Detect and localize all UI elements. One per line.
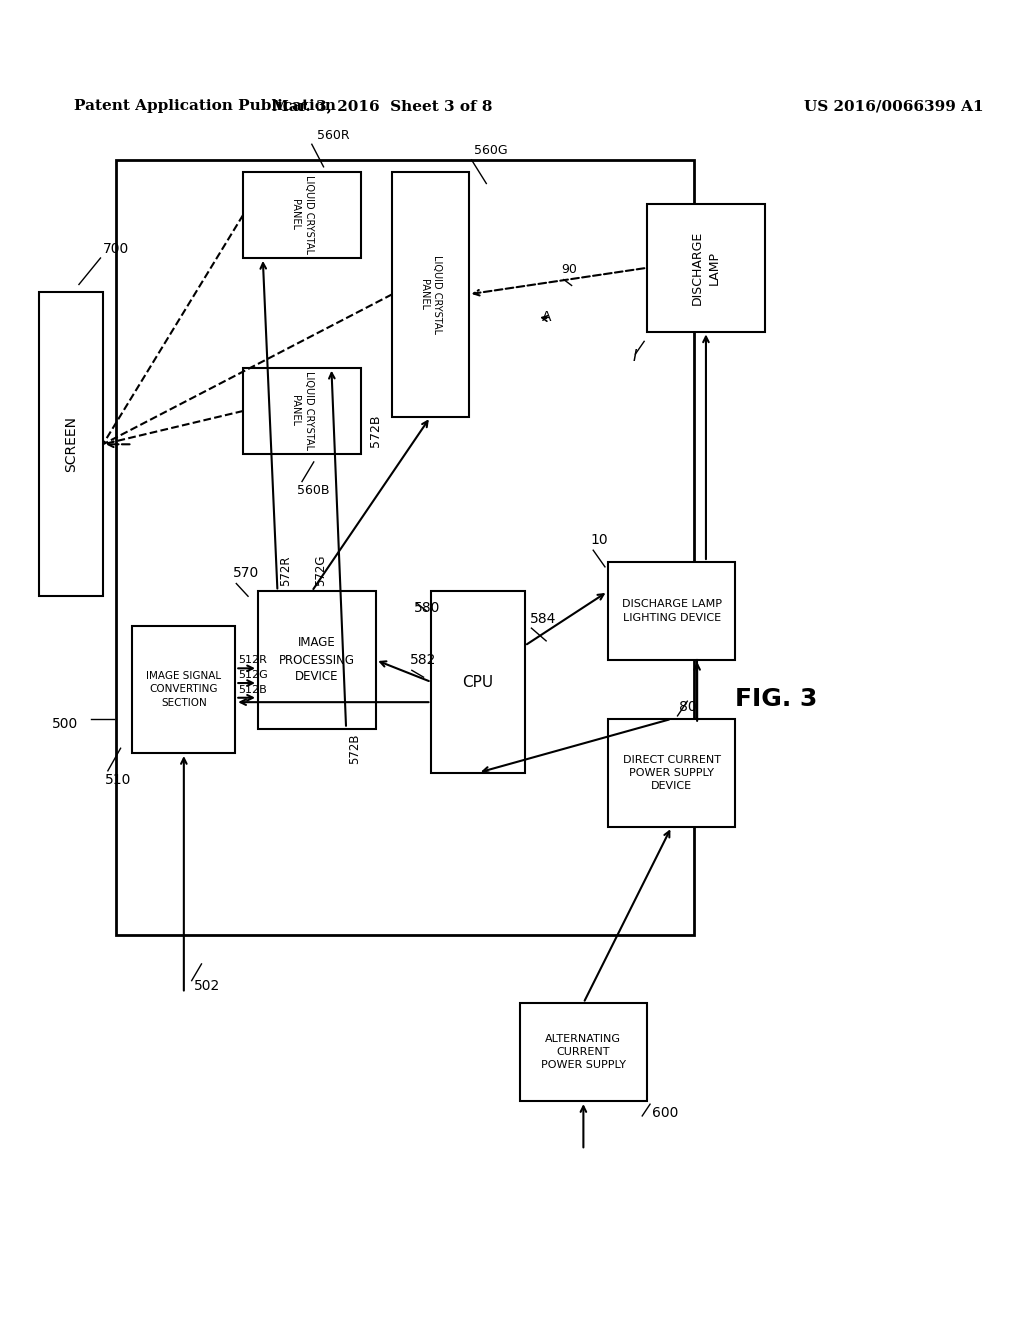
Text: 572G: 572G <box>313 554 327 586</box>
Text: SCREEN: SCREEN <box>65 416 78 473</box>
Text: A: A <box>542 310 552 323</box>
Text: US 2016/0066399 A1: US 2016/0066399 A1 <box>804 99 984 114</box>
Text: ALTERNATING
CURRENT
POWER SUPPLY: ALTERNATING CURRENT POWER SUPPLY <box>541 1034 626 1071</box>
Text: DIRECT CURRENT
POWER SUPPLY
DEVICE: DIRECT CURRENT POWER SUPPLY DEVICE <box>623 755 721 791</box>
Text: DISCHARGE
LAMP: DISCHARGE LAMP <box>691 231 721 305</box>
Text: 560B: 560B <box>297 483 330 496</box>
Bar <box>392 172 469 417</box>
Text: 582: 582 <box>410 653 436 668</box>
Bar <box>608 562 735 660</box>
Bar <box>243 172 360 257</box>
Text: LIQUID CRYSTAL
PANEL: LIQUID CRYSTAL PANEL <box>291 176 313 255</box>
Text: 570: 570 <box>233 565 260 579</box>
Text: 572B: 572B <box>348 734 361 764</box>
Bar <box>608 719 735 826</box>
Text: 572B: 572B <box>369 414 382 446</box>
Text: Patent Application Publication: Patent Application Publication <box>74 99 336 114</box>
Text: 512B: 512B <box>239 685 267 694</box>
Bar <box>243 368 360 454</box>
Text: 500: 500 <box>52 717 79 731</box>
Text: 600: 600 <box>652 1106 678 1121</box>
Text: 510: 510 <box>104 772 131 787</box>
Text: IMAGE SIGNAL
CONVERTING
SECTION: IMAGE SIGNAL CONVERTING SECTION <box>146 671 221 708</box>
Text: 584: 584 <box>529 612 556 626</box>
Text: IMAGE
PROCESSING
DEVICE: IMAGE PROCESSING DEVICE <box>279 636 354 684</box>
Text: 512R: 512R <box>239 656 267 665</box>
Bar <box>258 591 376 729</box>
Text: 560R: 560R <box>316 129 349 143</box>
Text: 10: 10 <box>590 533 608 548</box>
Text: 80: 80 <box>680 700 697 714</box>
Text: 502: 502 <box>194 978 220 993</box>
Text: LIQUID CRYSTAL
PANEL: LIQUID CRYSTAL PANEL <box>419 255 442 334</box>
Text: I: I <box>633 348 637 363</box>
Text: 560G: 560G <box>473 144 507 157</box>
Text: 572R: 572R <box>280 556 293 586</box>
Bar <box>647 205 765 331</box>
Text: LIQUID CRYSTAL
PANEL: LIQUID CRYSTAL PANEL <box>291 371 313 450</box>
Text: 90: 90 <box>561 263 577 276</box>
Text: 580: 580 <box>414 601 440 615</box>
Text: DISCHARGE LAMP
LIGHTING DEVICE: DISCHARGE LAMP LIGHTING DEVICE <box>622 599 722 623</box>
Text: 700: 700 <box>102 242 129 256</box>
Bar <box>132 626 236 754</box>
Bar <box>39 292 103 597</box>
Text: 512G: 512G <box>239 671 268 680</box>
Text: Mar. 3, 2016  Sheet 3 of 8: Mar. 3, 2016 Sheet 3 of 8 <box>272 99 493 114</box>
Bar <box>519 1003 647 1101</box>
Bar <box>431 591 524 772</box>
Text: CPU: CPU <box>463 675 494 689</box>
Bar <box>116 160 694 935</box>
Text: FIG. 3: FIG. 3 <box>735 688 818 711</box>
